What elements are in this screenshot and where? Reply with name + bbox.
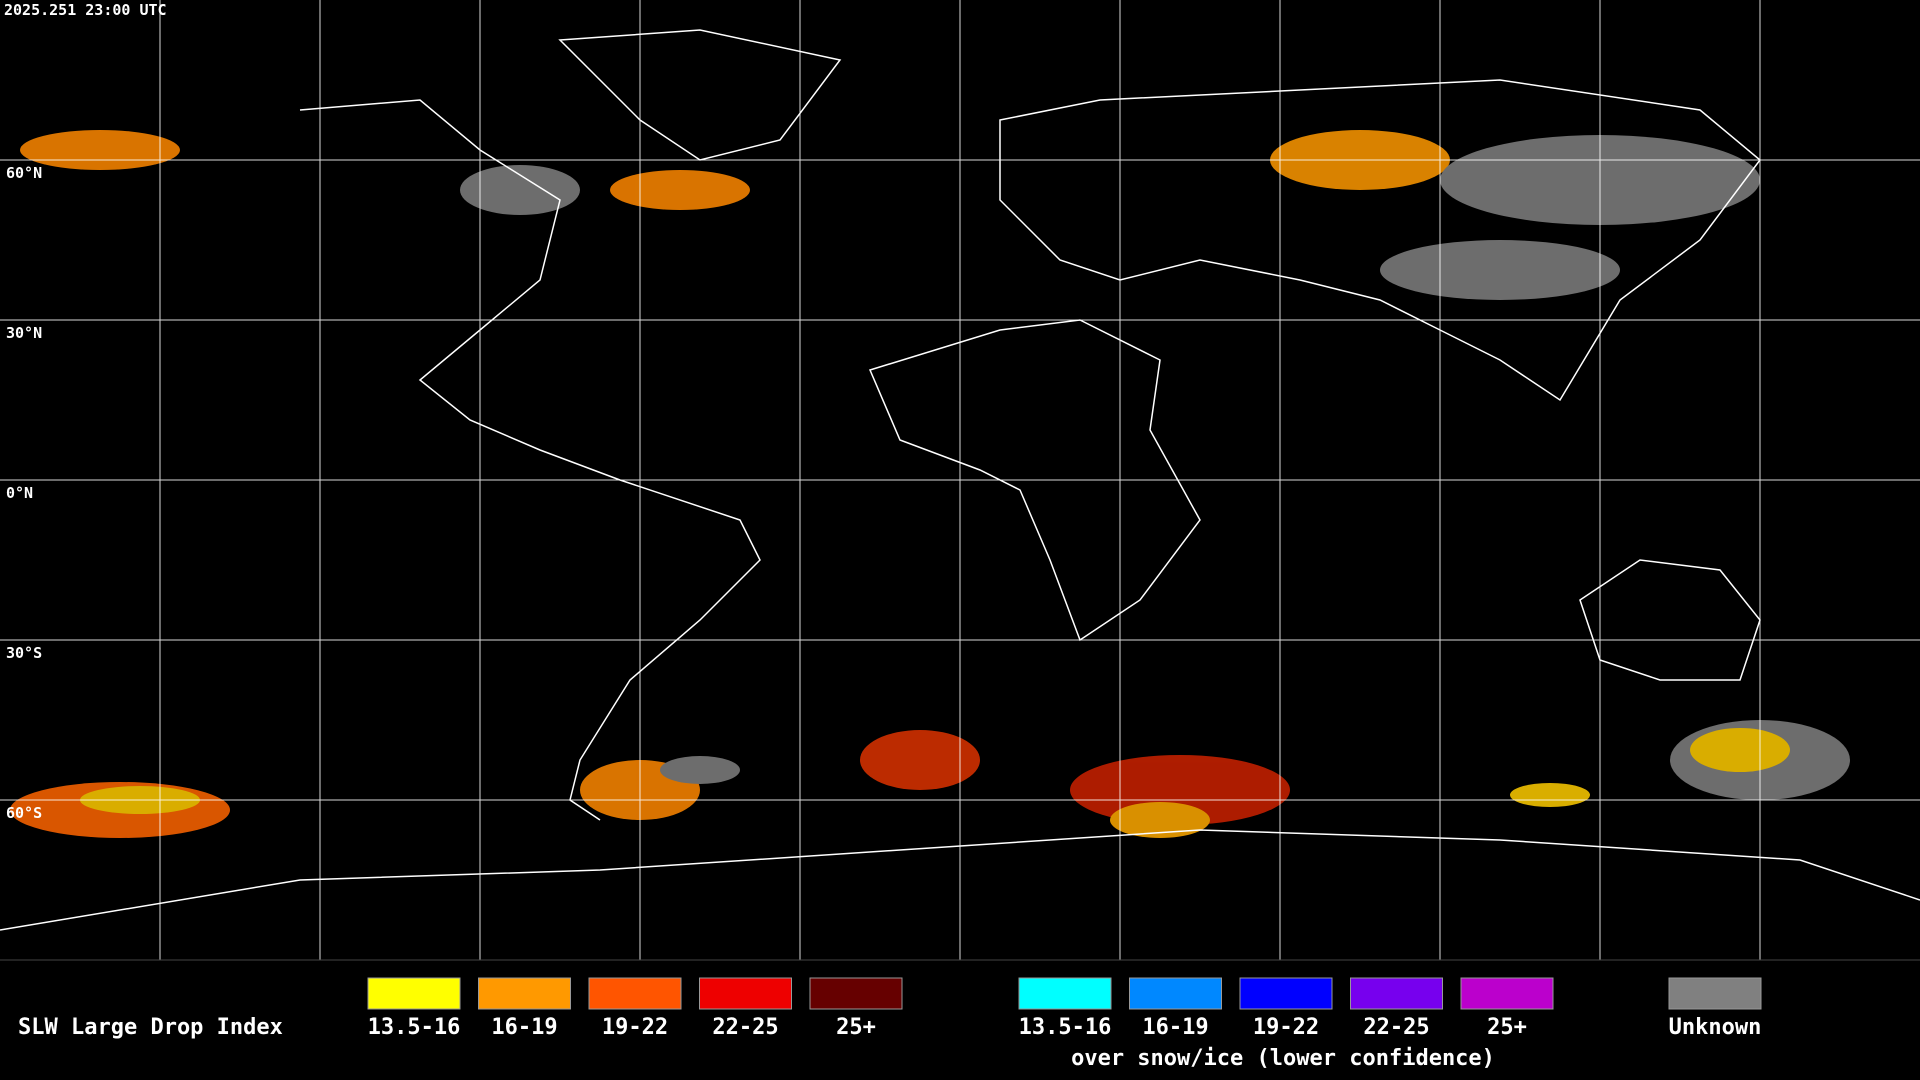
legend-label: 16-19: [491, 1015, 557, 1040]
legend-swatch: [1350, 977, 1443, 1010]
legend-label: 22-25: [1363, 1015, 1429, 1040]
legend-label: 13.5-16: [368, 1015, 461, 1040]
legend-swatch: [1129, 977, 1222, 1010]
legend-label: 25+: [1487, 1015, 1527, 1040]
legend-swatch: [1668, 977, 1762, 1010]
graticule: [0, 0, 1920, 960]
latitude-label: 30°N: [6, 324, 42, 342]
legend-label: 16-19: [1142, 1015, 1208, 1040]
legend-label: 22-25: [712, 1015, 778, 1040]
legend-swatch: [1239, 977, 1333, 1010]
legend-caption: over snow/ice (lower confidence): [1071, 1046, 1495, 1071]
legend-swatch: [478, 977, 571, 1010]
latitude-label: 60°N: [6, 164, 42, 182]
timestamp: 2025.251 23:00 UTC: [4, 1, 167, 19]
legend-title: SLW Large Drop Index: [18, 1015, 283, 1040]
legend-label: Unknown: [1669, 1015, 1762, 1040]
legend-label: 19-22: [1253, 1015, 1319, 1040]
legend-label: 19-22: [602, 1015, 668, 1040]
legend-label: 25+: [836, 1015, 876, 1040]
legend-swatch: [1018, 977, 1112, 1010]
legend-swatch: [367, 977, 461, 1010]
latitude-label: 60°S: [6, 804, 42, 822]
latitude-label: 30°S: [6, 644, 42, 662]
cloud-patches: [10, 130, 1850, 838]
latitude-label: 0°N: [6, 484, 33, 502]
legend-swatch: [1460, 977, 1554, 1010]
legend-swatch: [588, 977, 682, 1010]
legend-label: 13.5-16: [1019, 1015, 1112, 1040]
legend-swatch: [809, 977, 903, 1010]
legend-swatch: [699, 977, 792, 1010]
